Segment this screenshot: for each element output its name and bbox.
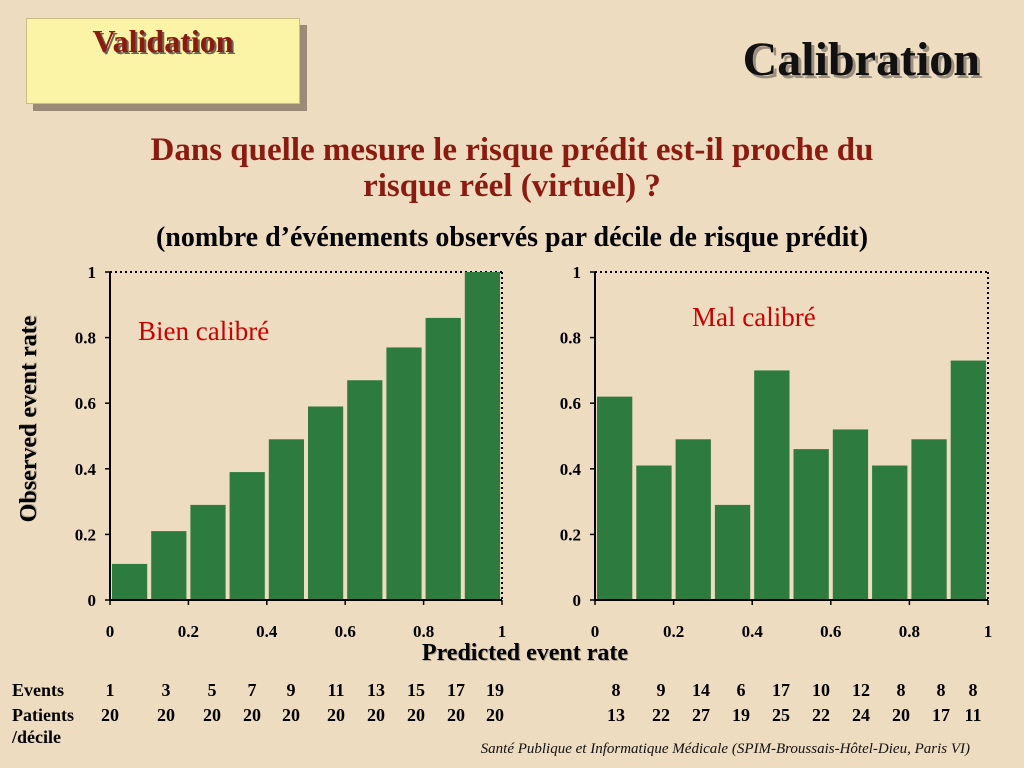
patients-value: 22 bbox=[652, 705, 670, 725]
events-value: 7 bbox=[247, 680, 257, 700]
events-value: 8 bbox=[936, 680, 946, 700]
x-tick-label: 0.8 bbox=[899, 622, 920, 641]
patients-value: 25 bbox=[772, 705, 790, 725]
events-row-label: Events bbox=[12, 680, 65, 700]
patients-value: 20 bbox=[407, 705, 425, 725]
patients-value: 20 bbox=[892, 705, 910, 725]
x-tick-label: 1 bbox=[498, 622, 507, 641]
patients-value: 20 bbox=[157, 705, 175, 725]
y-tick-label: 0.2 bbox=[75, 525, 96, 544]
bar bbox=[754, 370, 790, 600]
y-tick-label: 1 bbox=[88, 263, 97, 282]
bar bbox=[151, 531, 187, 600]
patients-value: 20 bbox=[367, 705, 385, 725]
bar bbox=[675, 439, 711, 600]
patients-value: 20 bbox=[101, 705, 119, 725]
events-value: 13 bbox=[367, 680, 385, 700]
patients-value: 20 bbox=[486, 705, 504, 725]
bar bbox=[229, 472, 265, 600]
bar bbox=[872, 465, 908, 600]
events-value: 5 bbox=[207, 680, 217, 700]
panel-label-right: Mal calibré bbox=[692, 302, 816, 332]
question-line-1: Dans quelle mesure le risque prédit est-… bbox=[150, 132, 874, 168]
bar bbox=[112, 563, 148, 600]
bar bbox=[347, 380, 383, 600]
patients-row-label: Patients bbox=[12, 705, 74, 725]
footer-credit: Santé Publique et Informatique Médicale … bbox=[480, 741, 970, 757]
y-tick-label: 0.2 bbox=[560, 525, 581, 544]
patients-value: 20 bbox=[243, 705, 261, 725]
y-tick-label: 0.8 bbox=[560, 329, 581, 348]
events-value: 12 bbox=[852, 680, 870, 700]
y-tick-label: 0 bbox=[573, 591, 582, 610]
bar bbox=[911, 439, 947, 600]
x-tick-label: 0 bbox=[106, 622, 115, 641]
calibration-charts: 0 0.2 0.4 0.6 0.8 1 0 0.2 0.4 0.6 0.8 1 0 0.2 0.4 0.6 0.… bbox=[75, 263, 993, 641]
patients-value: 20 bbox=[447, 705, 465, 725]
subtitle: (nombre d’événements observés par décile… bbox=[155, 222, 869, 253]
panel-label-left: Bien calibré bbox=[138, 316, 270, 346]
patients-value: 19 bbox=[732, 705, 750, 725]
patients-value: 11 bbox=[964, 705, 982, 725]
bar bbox=[425, 317, 461, 600]
bar bbox=[832, 429, 869, 600]
x-axis-label: Predicted event rate bbox=[421, 640, 629, 666]
bar bbox=[793, 449, 829, 600]
y-tick-label: 0.6 bbox=[560, 394, 581, 413]
events-value: 9 bbox=[656, 680, 666, 700]
y-tick-label: 1 bbox=[573, 263, 582, 282]
section-tag: Validation bbox=[92, 22, 234, 59]
x-tick-label: 0.4 bbox=[256, 622, 278, 641]
events-value: 14 bbox=[692, 680, 710, 700]
patients-value: 20 bbox=[327, 705, 345, 725]
events-value: 15 bbox=[407, 680, 425, 700]
question-text: Dans quelle mesure le risque prédit est-… bbox=[0, 132, 1024, 204]
bar bbox=[597, 396, 633, 600]
x-tick-label: 1 bbox=[984, 622, 993, 641]
events-value: 8 bbox=[968, 680, 978, 700]
x-tick-label: 0.4 bbox=[742, 622, 764, 641]
bar bbox=[268, 439, 304, 600]
patients-value: 24 bbox=[852, 705, 870, 725]
y-tick-label: 0 bbox=[88, 591, 97, 610]
x-tick-label: 0.8 bbox=[413, 622, 434, 641]
x-tick-label: 0.2 bbox=[178, 622, 199, 641]
events-value: 3 bbox=[161, 680, 171, 700]
x-tick-label: 0 bbox=[591, 622, 600, 641]
patients-value: 20 bbox=[203, 705, 221, 725]
slide-title: Calibration bbox=[742, 33, 980, 86]
bar bbox=[950, 360, 986, 600]
events-value: 10 bbox=[812, 680, 830, 700]
events-value: 17 bbox=[447, 680, 465, 700]
events-value: 11 bbox=[327, 680, 345, 700]
x-tick-label: 0.6 bbox=[335, 622, 356, 641]
y-tick-label: 0.6 bbox=[75, 394, 96, 413]
events-value: 17 bbox=[772, 680, 790, 700]
events-value: 8 bbox=[611, 680, 621, 700]
y-tick-label: 0.4 bbox=[560, 460, 582, 479]
y-tick-label: 0.4 bbox=[75, 460, 97, 479]
question-line-2: risque réel (virtuel) ? bbox=[363, 168, 661, 204]
patients-value: 27 bbox=[692, 705, 710, 725]
patients-value: 13 bbox=[607, 705, 625, 725]
x-tick-label: 0.2 bbox=[663, 622, 684, 641]
bar bbox=[308, 406, 344, 600]
bar bbox=[190, 504, 226, 600]
events-value: 1 bbox=[105, 680, 115, 700]
bar bbox=[386, 347, 422, 600]
events-value: 19 bbox=[486, 680, 504, 700]
events-value: 9 bbox=[286, 680, 296, 700]
decile-row-label: /décile bbox=[12, 727, 61, 747]
patients-value: 22 bbox=[812, 705, 830, 725]
bar bbox=[714, 504, 751, 600]
section-tag-box: Validation bbox=[26, 18, 300, 104]
bar bbox=[464, 272, 500, 600]
bar bbox=[636, 465, 672, 600]
events-value: 8 bbox=[896, 680, 906, 700]
x-tick-label: 0.6 bbox=[820, 622, 841, 641]
patients-value: 17 bbox=[932, 705, 950, 725]
events-value: 6 bbox=[736, 680, 746, 700]
patients-value: 20 bbox=[282, 705, 300, 725]
y-tick-label: 0.8 bbox=[75, 329, 96, 348]
